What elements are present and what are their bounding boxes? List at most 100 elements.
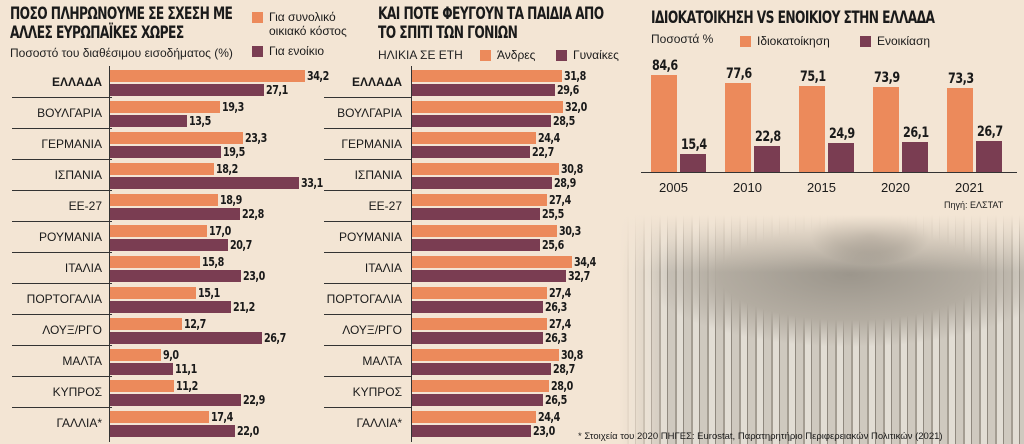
bar-purple [412, 115, 551, 127]
row-separator [12, 190, 112, 191]
chart2-title: ΚΑΙ ΠΟΤΕ ΦΕΥΓΟΥΝ ΤΑ ΠΑΙΔΙΑ ΑΠΟ ΤΟ ΣΠΙΤΙ … [378, 4, 604, 43]
value-label: 26,1 [903, 124, 929, 141]
bar-orange [412, 101, 564, 113]
year-label: 2021 [955, 180, 984, 195]
value-label: 26,7 [264, 331, 286, 345]
category-label: ΒΟΥΛΓΑΡΙΑ [37, 106, 102, 120]
value-label: 30,3 [559, 224, 581, 238]
bar-purple [110, 115, 187, 127]
bar-orange [412, 256, 572, 268]
bar-purple [412, 84, 555, 96]
bar-purple [110, 332, 263, 344]
bar-purple [110, 425, 236, 437]
bar-rent [902, 141, 928, 172]
chart2-legend-men: Άνδρες [480, 48, 535, 62]
bar-rent [680, 154, 706, 172]
bar-orange [110, 287, 197, 299]
legend-label: Ιδιοκατοίκηση [757, 34, 830, 48]
row-separator [324, 128, 412, 129]
bar-orange [110, 163, 214, 175]
value-label: 27,4 [548, 317, 571, 331]
bar-purple [412, 301, 543, 313]
bar-ownership [947, 87, 973, 172]
bar-orange [412, 349, 559, 361]
bar-purple [412, 425, 531, 437]
bar-orange [110, 256, 201, 268]
chart3-legend-own: Ιδιοκατοίκηση [740, 34, 830, 48]
year-label: 2015 [807, 180, 836, 195]
footnote: * Στοιχεία του 2020 ΠΗΓΕΣ: Eurostat, Παρ… [578, 431, 943, 442]
value-label: 22,7 [531, 145, 554, 159]
value-label: 33,1 [300, 176, 323, 190]
value-label: 15,8 [202, 255, 224, 269]
bar-rent [976, 141, 1002, 172]
category-label: ΙΣΠΑΝΙΑ [354, 168, 402, 182]
value-label: 32,7 [567, 269, 590, 283]
value-label: 26,3 [544, 331, 567, 345]
value-label: 34,4 [573, 255, 596, 269]
bar-ownership [725, 82, 751, 172]
row-separator [324, 221, 412, 222]
value-label: 15,1 [198, 286, 220, 300]
bar-orange [110, 194, 218, 206]
row-separator [324, 159, 412, 160]
value-label: 27,4 [548, 193, 571, 207]
value-label: 23,3 [244, 131, 267, 145]
bar-orange [412, 132, 536, 144]
bar-orange [110, 225, 207, 237]
bar-ownership [799, 85, 825, 172]
chart3-legend-rent: Ενοικίαση [860, 34, 930, 48]
chart1-title: ΠΟΣΟ ΠΛΗΡΩΝΟΥΜΕ ΣΕ ΣΧΕΣΗ ΜΕ ΑΛΛΕΣ ΕΥΡΩΠΑ… [10, 4, 233, 43]
value-label: 21,2 [232, 300, 255, 314]
value-label: 20,7 [229, 238, 252, 252]
bar-purple [110, 394, 241, 406]
bar-orange [412, 194, 547, 206]
legend-label: Για ενοίκιο [269, 44, 325, 58]
row-separator [12, 252, 112, 253]
row-separator [324, 407, 412, 408]
value-label: 75,1 [800, 68, 826, 85]
legend-label: Για συνολικό οικιακό κόστος [269, 10, 347, 38]
bar-orange [412, 380, 549, 392]
bar-purple [412, 332, 543, 344]
category-label: ΕΕ-27 [68, 199, 102, 213]
bar-rent [754, 145, 780, 172]
value-label: 18,2 [215, 162, 238, 176]
legend-swatch-purple [860, 36, 871, 47]
bar-orange [110, 132, 243, 144]
legend-swatch-orange [480, 50, 491, 61]
value-label: 77,6 [726, 65, 752, 82]
bar-purple [110, 239, 228, 251]
chart2-axis [411, 66, 412, 442]
chart1-legend-total: Για συνολικό οικιακό κόστος [252, 10, 362, 38]
row-separator [12, 221, 112, 222]
value-label: 22,0 [237, 424, 260, 438]
chart2-subtitle: ΗΛΙΚΙΑ ΣΕ ΕΤΗ [378, 48, 463, 62]
bar-ownership [873, 87, 899, 172]
legend-swatch-orange [252, 12, 263, 23]
value-label: 19,5 [223, 145, 245, 159]
year-label: 2010 [733, 180, 762, 195]
value-label: 13,5 [188, 114, 211, 128]
value-label: 22,9 [242, 393, 265, 407]
row-separator [12, 97, 112, 98]
category-label: ΙΤΑΛΙΑ [364, 261, 402, 275]
category-label: ΙΤΑΛΙΑ [64, 261, 102, 275]
bar-orange [110, 70, 305, 82]
value-label: 24,9 [829, 126, 855, 143]
bar-purple [110, 301, 231, 313]
bar-purple [412, 208, 540, 220]
row-separator [324, 283, 412, 284]
row-separator [12, 376, 112, 377]
value-label: 24,4 [537, 131, 560, 145]
category-label: ΜΑΛΤΑ [362, 354, 402, 368]
bar-orange [412, 225, 558, 237]
category-label: ΠΟΡΤΟΓΑΛΙΑ [326, 292, 402, 306]
value-label: 28,5 [552, 114, 575, 128]
bar-orange [412, 411, 536, 423]
legend-label: Γυναίκες [573, 48, 619, 62]
bar-purple [412, 394, 544, 406]
category-label: ΓΕΡΜΑΝΙΑ [341, 137, 402, 151]
value-label: 30,8 [560, 162, 583, 176]
bar-orange [110, 101, 220, 113]
